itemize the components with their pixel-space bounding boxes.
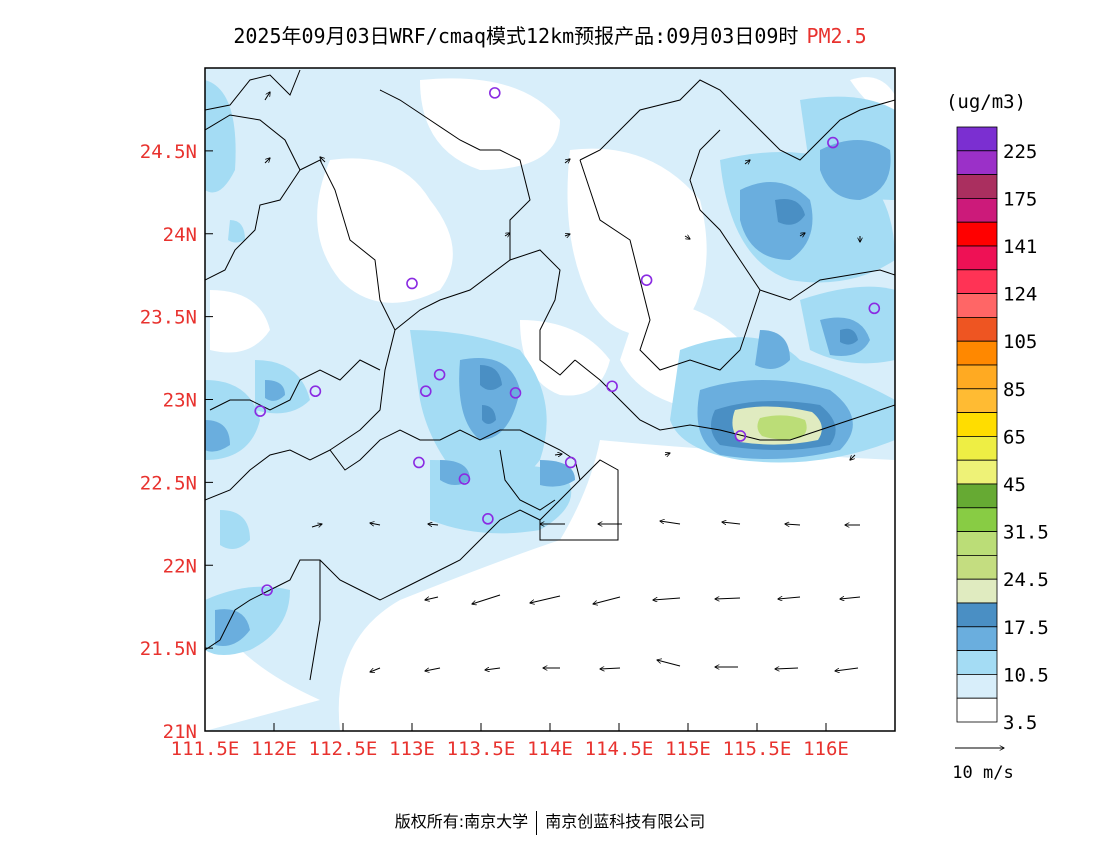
x-tick-label: 114E: [527, 738, 573, 760]
colorbar-swatch: [956, 174, 998, 199]
station-marker: [606, 380, 618, 393]
station-marker: [640, 274, 653, 286]
x-tick-label: 113.5E: [447, 738, 516, 760]
station-marker: [254, 405, 267, 417]
y-tick-label: 21.5N: [140, 638, 197, 660]
colorbar-swatch: [956, 531, 998, 556]
colorbar-swatch: [956, 197, 998, 223]
wind-reference-label: 10 m/s: [952, 763, 1013, 783]
pm25-map-chart: 111.5E 112E 112.5E 113E 113.5E 114E 114.5E 115E…: [140, 67, 1049, 783]
station-marker: [868, 302, 881, 315]
colorbar-swatch: [956, 126, 998, 152]
station-marker: [488, 87, 501, 99]
colorbar-level-label: 3.5: [1003, 712, 1037, 734]
colorbar-swatch: [956, 364, 998, 390]
colorbar-level-label: 175: [1003, 188, 1037, 210]
chart-title: 2025年09月03日WRF/cmaq模式12km预报产品:09月03日09时 P…: [0, 20, 1100, 49]
footer: 版权所有:南京大学 南京创蓝科技有限公司: [0, 808, 1100, 835]
colorbar-swatch: [956, 435, 998, 461]
station-marker: [827, 136, 839, 149]
colorbar-swatch: [956, 150, 998, 176]
colorbar-swatch: [956, 412, 998, 437]
colorbar-swatch: [956, 483, 998, 509]
station-markers: [254, 87, 881, 596]
colorbar-level-label: 141: [1003, 236, 1037, 258]
station-marker: [564, 456, 577, 469]
colorbar-level-label: 225: [1003, 141, 1037, 163]
y-tick-label: 22N: [163, 555, 197, 577]
colorbar-swatch: [956, 340, 998, 366]
title-main: 2025年09月03日WRF/cmaq模式12km预报产品:09月03日09时: [233, 24, 799, 48]
colorbar-level-label: 105: [1003, 331, 1037, 353]
clear-areas: [205, 77, 895, 731]
colorbar-level-label: 17.5: [1003, 617, 1049, 639]
y-axis: 21N 21.5N 22N 22.5N 23N 23.5N 24N 24.5N: [140, 141, 213, 743]
x-tick-label: 115.5E: [723, 738, 792, 760]
station-marker: [482, 513, 494, 525]
station-marker: [509, 387, 522, 399]
level-31_5-patch: [757, 415, 807, 440]
colorbar-swatch: [956, 388, 998, 413]
station-marker: [261, 584, 273, 596]
colorbar-swatch: [956, 293, 998, 318]
x-tick-label: 114.5E: [585, 738, 654, 760]
pm25-field: [205, 68, 895, 731]
colorbar: 225 175 141 124 105 85 65 45 31.5 24.5 17.5 10.5 3.5: [956, 126, 1049, 734]
station-marker: [458, 473, 471, 485]
y-tick-label: 23N: [163, 390, 197, 412]
station-marker: [433, 368, 446, 381]
x-axis: 111.5E 112E 112.5E 113E 113.5E 114E 114.5E 115E…: [171, 723, 849, 760]
station-marker: [734, 430, 747, 442]
x-tick-label: 112E: [251, 738, 297, 760]
y-tick-label: 21N: [163, 721, 197, 743]
colorbar-unit: (ug/m3): [946, 91, 1026, 113]
x-tick-label: 116E: [803, 738, 849, 760]
colorbar-swatch: [956, 674, 998, 699]
station-marker: [406, 277, 418, 290]
y-tick-label: 24.5N: [140, 141, 197, 163]
boundaries: [205, 69, 895, 681]
colorbar-swatch: [956, 507, 998, 532]
colorbar-swatch: [956, 626, 998, 651]
title-variable: PM2.5: [806, 24, 867, 48]
colorbar-swatch: [956, 650, 998, 675]
footer-left: 版权所有:南京大学: [394, 812, 529, 831]
station-marker: [309, 385, 322, 398]
colorbar-level-label: 45: [1003, 474, 1026, 496]
y-tick-label: 22.5N: [140, 472, 197, 494]
colorbar-level-label: 10.5: [1003, 664, 1049, 686]
colorbar-level-label: 85: [1003, 379, 1026, 401]
footer-right: 南京创蓝科技有限公司: [545, 812, 706, 831]
colorbar-level-label: 31.5: [1003, 522, 1049, 544]
y-tick-label: 23.5N: [140, 307, 197, 329]
colorbar-swatch: [956, 697, 998, 723]
colorbar-swatch: [956, 269, 998, 294]
colorbar-swatch: [956, 578, 998, 604]
colorbar-level-label: 65: [1003, 426, 1026, 448]
y-tick-label: 24N: [163, 224, 197, 246]
x-tick-label: 115E: [665, 738, 711, 760]
colorbar-swatch: [956, 555, 998, 580]
footer-separator: [536, 810, 538, 835]
wind-vectors: [264, 92, 860, 672]
colorbar-level-label: 24.5: [1003, 569, 1049, 591]
x-tick-label: 112.5E: [309, 738, 378, 760]
station-marker: [413, 456, 425, 469]
colorbar-swatch: [956, 602, 998, 628]
x-tick-label: 113E: [389, 738, 435, 760]
colorbar-swatch: [956, 245, 998, 271]
colorbar-swatch: [956, 459, 998, 485]
x-tick-label: 111.5E: [171, 738, 240, 760]
colorbar-swatch: [956, 221, 998, 247]
colorbar-level-label: 124: [1003, 284, 1037, 306]
station-marker: [419, 385, 432, 398]
colorbar-swatch: [956, 316, 998, 342]
